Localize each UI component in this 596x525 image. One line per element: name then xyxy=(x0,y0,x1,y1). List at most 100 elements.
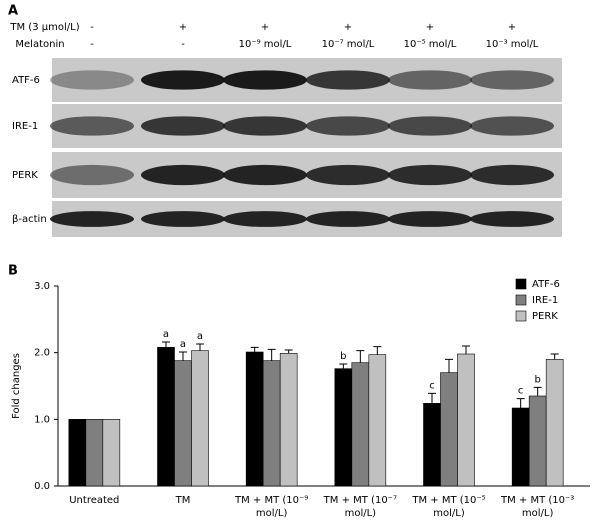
blot-band xyxy=(141,70,225,90)
condition: 10⁻⁵ mol/L xyxy=(404,39,457,50)
blot-band xyxy=(223,116,307,136)
bar xyxy=(368,354,387,487)
legend-swatch xyxy=(515,310,527,322)
blot-band xyxy=(470,70,554,90)
error-bar xyxy=(284,349,293,354)
bar xyxy=(334,368,353,487)
blot-band xyxy=(306,116,390,136)
legend-label: ATF-6 xyxy=(532,279,560,290)
blot-band xyxy=(470,211,554,227)
blot-band xyxy=(306,211,390,227)
blot-band xyxy=(223,164,307,186)
blot-band xyxy=(388,164,472,186)
error-bar xyxy=(516,398,525,408)
blot-band xyxy=(50,70,134,90)
blot-label: PERK xyxy=(12,170,38,181)
y-axis-label: Fold changes xyxy=(11,353,22,419)
y-tick-label: 0.0 xyxy=(34,481,50,492)
bar xyxy=(102,419,121,487)
significance-label: b xyxy=(534,374,540,385)
bar xyxy=(511,407,530,487)
significance-label: a xyxy=(197,331,203,342)
condition: + xyxy=(508,22,516,33)
error-bar xyxy=(196,343,204,351)
condition: - xyxy=(181,39,185,50)
condition: 10⁻⁷ mol/L xyxy=(322,39,375,50)
error-bar xyxy=(267,348,276,361)
bar xyxy=(157,347,175,487)
panel-label: B xyxy=(8,264,18,279)
x-tick-label: TM + MT (10⁻⁷ mol/L) xyxy=(323,495,397,519)
row-label: TM (3 μmol/L) xyxy=(9,22,79,33)
y-tick-label: 3.0 xyxy=(34,281,50,292)
bar xyxy=(68,419,87,487)
error-bar xyxy=(356,350,365,363)
bar xyxy=(279,353,298,487)
x-tick-label: TM + MT (10⁻⁹ mol/L) xyxy=(235,495,309,519)
blot-band xyxy=(388,211,472,227)
bar xyxy=(262,360,281,487)
error-bar xyxy=(179,351,187,361)
significance-label: c xyxy=(429,380,435,391)
y-tick-label: 2.0 xyxy=(34,348,50,359)
bar xyxy=(191,350,209,487)
condition: 10⁻³ mol/L xyxy=(486,39,539,50)
y-tick-label: 1.0 xyxy=(34,414,50,425)
error-bar xyxy=(339,363,348,369)
significance-label: b xyxy=(340,351,346,362)
blot-band xyxy=(141,211,225,227)
bar xyxy=(174,360,192,487)
bar xyxy=(528,395,547,487)
condition: - xyxy=(90,39,94,50)
blot-band xyxy=(141,116,225,136)
condition: + xyxy=(426,22,434,33)
blot-band xyxy=(141,164,225,186)
condition: - xyxy=(90,22,94,33)
bar xyxy=(440,372,458,487)
error-bar xyxy=(445,358,453,373)
bar xyxy=(423,403,441,487)
error-bar xyxy=(428,392,436,404)
blot-band xyxy=(223,211,307,227)
bar xyxy=(545,359,564,487)
blot-band xyxy=(223,70,307,90)
x-tick-label: TM + MT (10⁻⁵ mol/L) xyxy=(412,495,486,519)
significance-label: a xyxy=(180,339,186,350)
blot-band xyxy=(470,116,554,136)
error-bar xyxy=(550,353,559,360)
blot-band xyxy=(388,70,472,90)
row-label: Melatonin xyxy=(15,39,64,50)
error-bar xyxy=(250,346,259,352)
error-bar xyxy=(533,386,542,396)
condition: + xyxy=(344,22,352,33)
blot-band xyxy=(470,164,554,186)
blot-band xyxy=(306,164,390,186)
x-tick-label: TM xyxy=(175,495,191,506)
condition: + xyxy=(261,22,269,33)
bar xyxy=(245,351,264,487)
blot-band xyxy=(50,211,134,227)
significance-label: a xyxy=(163,329,169,340)
bar xyxy=(457,353,475,487)
panel-label: A xyxy=(8,4,18,19)
legend-swatch xyxy=(515,278,527,290)
blot-band xyxy=(50,164,134,186)
x-tick-label: Untreated xyxy=(69,495,120,506)
significance-label: c xyxy=(518,386,524,397)
legend-swatch xyxy=(515,294,527,306)
blot-label: β-actin xyxy=(12,214,47,225)
blot-band xyxy=(306,70,390,90)
bar xyxy=(351,362,370,487)
blot-band xyxy=(388,116,472,136)
x-tick-label: TM + MT (10⁻³ mol/L) xyxy=(501,495,575,519)
error-bar xyxy=(162,341,170,348)
legend-label: IRE-1 xyxy=(532,295,558,306)
bar xyxy=(85,419,104,487)
condition: + xyxy=(179,22,187,33)
error-bar xyxy=(373,346,382,355)
condition: 10⁻⁹ mol/L xyxy=(239,39,292,50)
blot-label: ATF-6 xyxy=(12,75,40,86)
legend-label: PERK xyxy=(532,311,558,322)
